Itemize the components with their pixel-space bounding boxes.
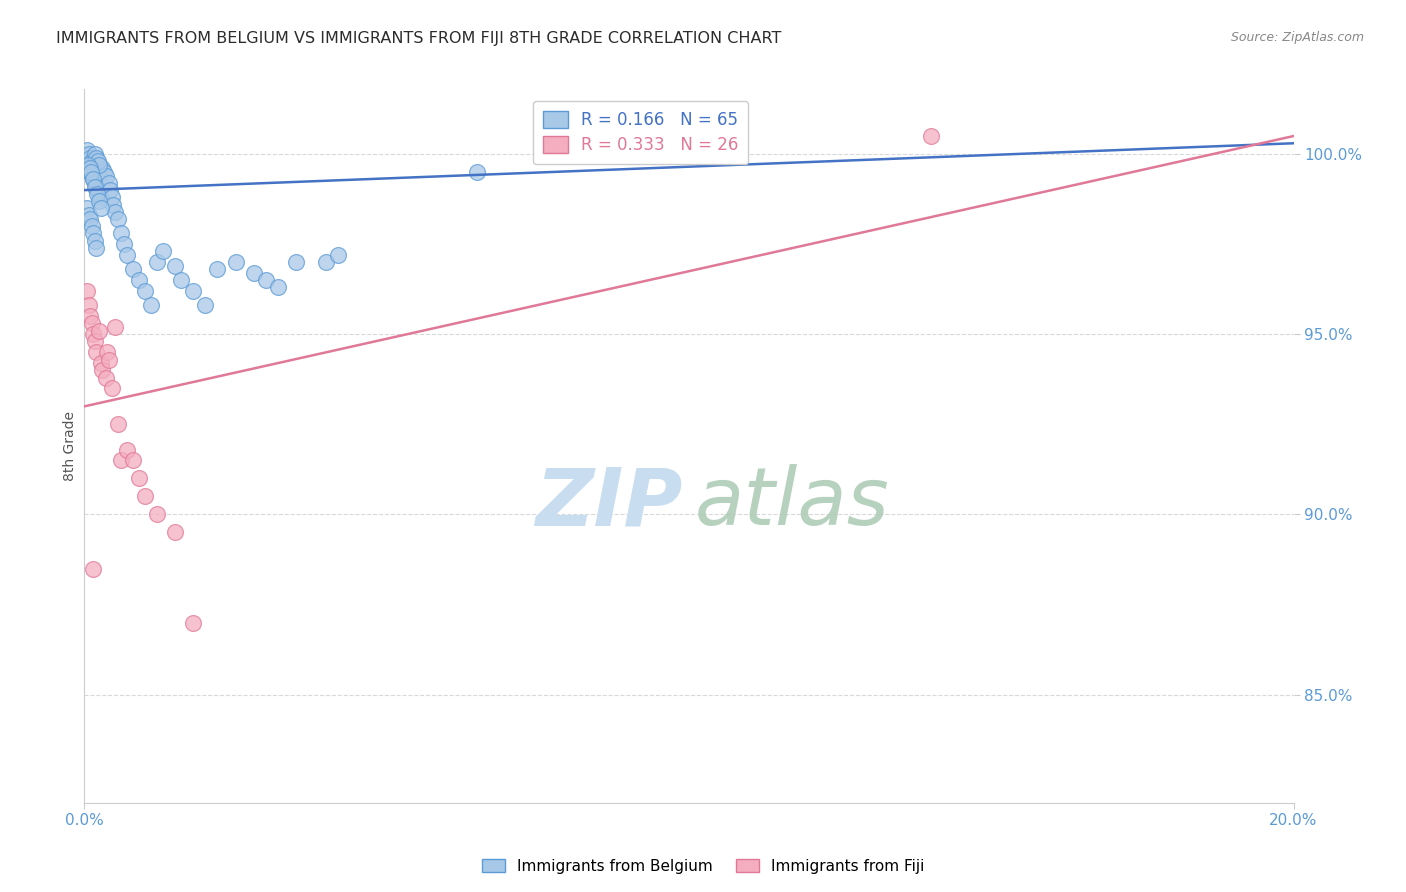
Point <box>82 227 104 241</box>
Text: ZIP: ZIP <box>536 464 683 542</box>
Point <box>315 255 337 269</box>
Point <box>94 169 117 183</box>
Point <box>80 219 103 234</box>
Point <box>79 161 101 176</box>
Point <box>89 158 111 172</box>
Point <box>77 161 100 176</box>
Point <box>128 471 150 485</box>
Point <box>86 241 108 255</box>
Point <box>79 310 101 324</box>
Point <box>84 147 107 161</box>
Point <box>86 186 108 201</box>
Point <box>93 165 115 179</box>
Point <box>920 129 942 144</box>
Point <box>107 211 129 226</box>
Point <box>76 154 98 169</box>
Point <box>80 169 103 183</box>
Point <box>89 186 111 201</box>
Point <box>89 324 111 338</box>
Point <box>254 273 277 287</box>
Point <box>181 615 204 630</box>
Point <box>110 227 132 241</box>
Point <box>76 284 98 298</box>
Point <box>467 165 489 179</box>
Point <box>121 262 143 277</box>
Point <box>112 237 135 252</box>
Point <box>79 151 101 165</box>
Point <box>86 151 108 165</box>
Text: IMMIGRANTS FROM BELGIUM VS IMMIGRANTS FROM FIJI 8TH GRADE CORRELATION CHART: IMMIGRANTS FROM BELGIUM VS IMMIGRANTS FR… <box>56 31 782 46</box>
Point <box>87 194 110 208</box>
Point <box>100 381 122 395</box>
Point <box>77 147 100 161</box>
Legend: Immigrants from Belgium, Immigrants from Fiji: Immigrants from Belgium, Immigrants from… <box>475 853 931 880</box>
Point <box>181 284 204 298</box>
Point <box>82 158 104 172</box>
Point <box>104 204 127 219</box>
Point <box>194 298 217 312</box>
Point <box>86 345 108 359</box>
Text: Source: ZipAtlas.com: Source: ZipAtlas.com <box>1230 31 1364 45</box>
Point <box>76 201 98 215</box>
Point <box>80 154 103 169</box>
Point <box>80 165 103 179</box>
Point <box>225 255 247 269</box>
Point <box>165 525 187 540</box>
Point <box>96 345 118 359</box>
Point <box>128 273 150 287</box>
Point <box>97 176 120 190</box>
Point <box>139 298 162 312</box>
Legend: R = 0.166   N = 65, R = 0.333   N = 26: R = 0.166 N = 65, R = 0.333 N = 26 <box>533 101 748 164</box>
Point <box>103 197 125 211</box>
Point <box>100 190 122 204</box>
Point <box>86 183 108 197</box>
Point <box>76 144 98 158</box>
Point <box>90 356 112 370</box>
Point <box>242 266 264 280</box>
Point <box>82 317 104 331</box>
Point <box>97 352 120 367</box>
Point <box>83 179 105 194</box>
Y-axis label: 8th Grade: 8th Grade <box>63 411 77 481</box>
Point <box>207 262 229 277</box>
Point <box>115 248 138 262</box>
Point <box>115 442 138 457</box>
Point <box>146 255 169 269</box>
Point <box>94 370 117 384</box>
Point <box>91 161 114 176</box>
Point <box>107 417 129 432</box>
Point <box>134 284 156 298</box>
Point <box>121 453 143 467</box>
Point <box>170 273 193 287</box>
Point <box>110 453 132 467</box>
Point <box>267 280 290 294</box>
Point <box>84 176 107 190</box>
Point <box>328 248 350 262</box>
Point <box>98 183 121 197</box>
Point <box>284 255 308 269</box>
Point <box>79 211 101 226</box>
Point <box>104 320 127 334</box>
Point <box>82 327 104 342</box>
Point <box>86 154 108 169</box>
Text: atlas: atlas <box>695 464 890 542</box>
Point <box>146 508 169 522</box>
Point <box>77 158 100 172</box>
Point <box>152 244 174 259</box>
Point <box>82 172 104 186</box>
Point <box>90 190 112 204</box>
Point <box>82 561 104 575</box>
Point <box>134 490 156 504</box>
Point <box>79 165 101 179</box>
Point <box>84 234 107 248</box>
Point <box>77 208 100 222</box>
Point <box>165 259 187 273</box>
Point <box>91 363 114 377</box>
Point <box>90 201 112 215</box>
Point <box>82 172 104 186</box>
Point <box>77 298 100 312</box>
Point <box>86 179 108 194</box>
Point <box>84 334 107 349</box>
